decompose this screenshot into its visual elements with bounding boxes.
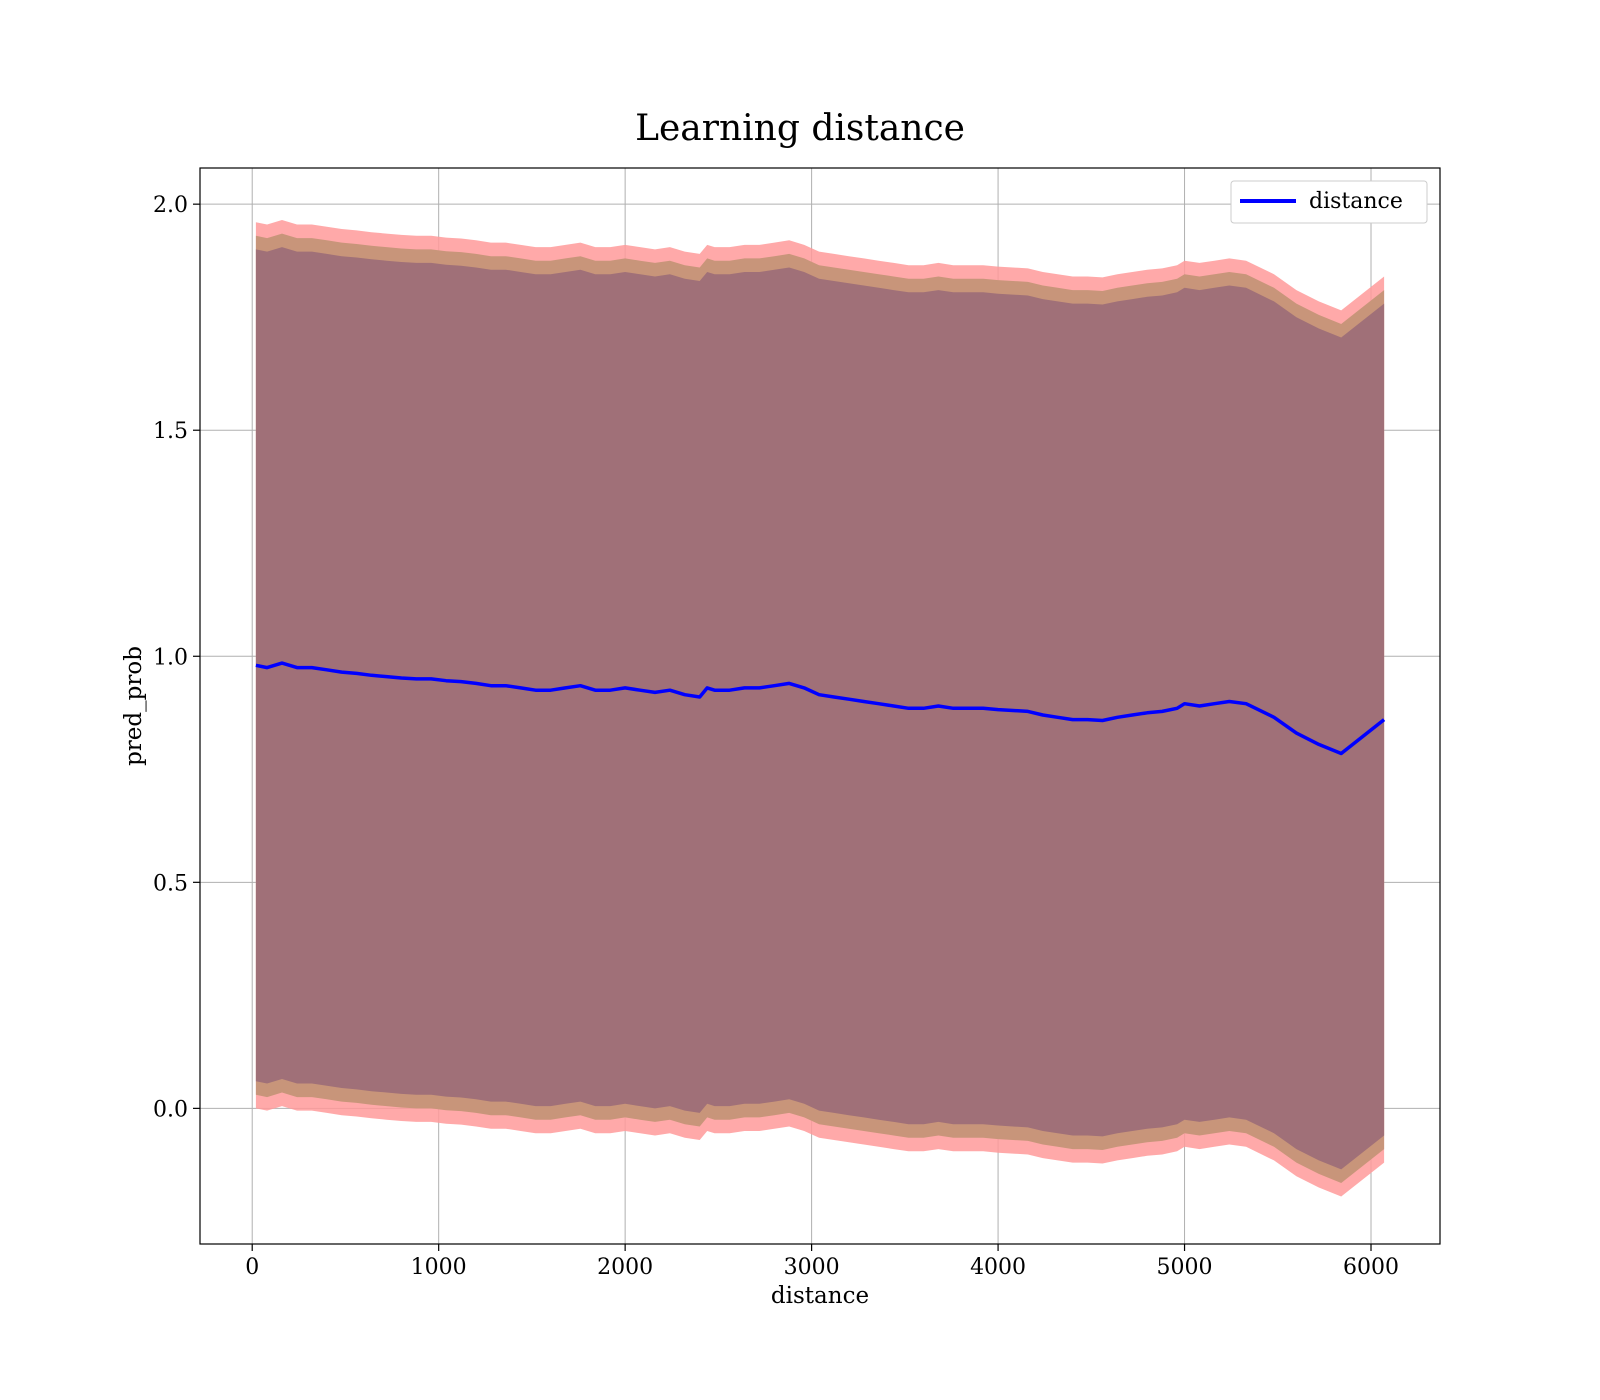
y-tick-label: 1.0	[153, 645, 188, 670]
y-tick-label: 0.0	[153, 1097, 188, 1122]
x-tick-label: 6000	[1343, 1255, 1399, 1280]
y-axis-ticks: 0.0 0.5 1.0 1.5 2.0	[153, 193, 200, 1122]
legend: distance	[1230, 180, 1428, 224]
x-tick-label: 4000	[970, 1255, 1026, 1280]
x-tick-label: 0	[245, 1255, 259, 1280]
plot-frame	[199, 167, 1441, 1245]
y-tick-label: 0.5	[153, 871, 188, 896]
y-axis-label: pred_prob	[121, 646, 147, 766]
series-line-distance	[255, 661, 1386, 756]
confidence-bands	[255, 220, 1385, 1197]
y-tick-label: 2.0	[153, 193, 188, 218]
x-tick-label: 2000	[597, 1255, 653, 1280]
x-axis-ticks: 0 1000 2000 3000 4000 5000 6000	[245, 1244, 1399, 1280]
series-lines	[255, 661, 1386, 756]
chart-title: Learning distance	[635, 108, 965, 149]
x-tick-label: 1000	[411, 1255, 467, 1280]
x-axis-label: distance	[771, 1283, 869, 1309]
legend-entry-distance: distance	[1309, 189, 1403, 214]
band-inner	[255, 247, 1385, 1170]
x-tick-label: 3000	[784, 1255, 840, 1280]
legend-box	[1230, 180, 1428, 224]
x-tick-label: 5000	[1157, 1255, 1213, 1280]
y-tick-label: 1.5	[153, 419, 188, 444]
